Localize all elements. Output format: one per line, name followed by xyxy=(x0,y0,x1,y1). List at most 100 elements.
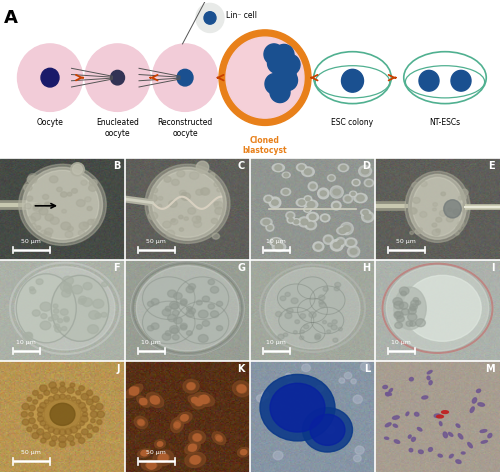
Ellipse shape xyxy=(345,238,357,247)
Circle shape xyxy=(366,181,372,185)
Ellipse shape xyxy=(323,235,334,244)
Ellipse shape xyxy=(26,170,99,239)
Circle shape xyxy=(274,44,294,65)
Circle shape xyxy=(333,243,340,248)
Ellipse shape xyxy=(392,416,400,419)
Circle shape xyxy=(172,219,175,222)
Ellipse shape xyxy=(330,240,344,251)
Circle shape xyxy=(310,184,316,188)
Circle shape xyxy=(97,411,104,418)
Circle shape xyxy=(353,395,362,404)
Ellipse shape xyxy=(450,454,454,458)
Text: M: M xyxy=(486,364,495,374)
Circle shape xyxy=(23,332,32,340)
Circle shape xyxy=(168,201,177,207)
Circle shape xyxy=(177,170,185,177)
Ellipse shape xyxy=(238,447,250,457)
Circle shape xyxy=(147,462,156,469)
Circle shape xyxy=(330,176,334,180)
Circle shape xyxy=(214,182,220,187)
Ellipse shape xyxy=(462,452,465,454)
Circle shape xyxy=(24,184,32,191)
Circle shape xyxy=(72,188,78,193)
Circle shape xyxy=(152,188,158,193)
Circle shape xyxy=(36,226,41,230)
Circle shape xyxy=(343,226,350,232)
Circle shape xyxy=(87,424,92,429)
Ellipse shape xyxy=(352,179,360,186)
Text: 10 μm: 10 μm xyxy=(266,239,286,244)
Ellipse shape xyxy=(428,371,432,374)
Ellipse shape xyxy=(409,448,412,452)
Circle shape xyxy=(326,237,331,242)
Circle shape xyxy=(350,249,357,254)
Circle shape xyxy=(54,309,59,313)
Circle shape xyxy=(332,320,337,324)
Circle shape xyxy=(196,325,202,329)
Circle shape xyxy=(70,426,78,433)
Ellipse shape xyxy=(185,452,206,467)
Circle shape xyxy=(68,192,72,196)
Circle shape xyxy=(354,455,361,462)
Circle shape xyxy=(110,70,124,85)
Circle shape xyxy=(64,318,69,322)
Ellipse shape xyxy=(360,209,370,216)
Circle shape xyxy=(32,400,38,404)
Circle shape xyxy=(168,314,176,321)
Circle shape xyxy=(400,291,406,296)
Circle shape xyxy=(440,211,446,216)
Circle shape xyxy=(165,306,172,311)
Circle shape xyxy=(67,387,74,394)
Ellipse shape xyxy=(191,395,207,409)
Text: Enucleated
oocyte: Enucleated oocyte xyxy=(96,118,139,137)
Ellipse shape xyxy=(308,182,318,191)
Circle shape xyxy=(32,390,38,396)
Circle shape xyxy=(59,441,66,447)
Circle shape xyxy=(453,209,460,214)
Circle shape xyxy=(186,311,194,317)
Ellipse shape xyxy=(386,423,391,427)
Ellipse shape xyxy=(15,267,115,350)
Ellipse shape xyxy=(320,214,330,222)
Circle shape xyxy=(68,226,73,231)
Circle shape xyxy=(264,44,284,65)
Ellipse shape xyxy=(296,199,308,206)
Ellipse shape xyxy=(298,277,328,299)
Circle shape xyxy=(60,282,71,291)
Circle shape xyxy=(278,334,284,339)
Ellipse shape xyxy=(272,243,286,252)
Circle shape xyxy=(53,304,58,308)
Circle shape xyxy=(333,338,338,342)
Ellipse shape xyxy=(304,200,318,210)
Circle shape xyxy=(272,239,280,244)
Circle shape xyxy=(196,399,202,405)
Circle shape xyxy=(172,335,179,340)
Ellipse shape xyxy=(418,450,423,454)
Circle shape xyxy=(310,414,345,446)
Circle shape xyxy=(162,333,171,340)
Circle shape xyxy=(18,44,82,111)
Circle shape xyxy=(50,387,58,394)
Circle shape xyxy=(180,228,184,231)
Ellipse shape xyxy=(190,455,201,464)
Ellipse shape xyxy=(154,440,166,448)
Circle shape xyxy=(88,325,99,334)
Circle shape xyxy=(436,217,442,222)
Circle shape xyxy=(78,299,85,304)
Ellipse shape xyxy=(153,450,174,466)
Circle shape xyxy=(300,313,306,319)
Circle shape xyxy=(44,232,52,238)
Circle shape xyxy=(76,400,81,404)
Circle shape xyxy=(298,165,304,169)
Circle shape xyxy=(270,82,290,102)
Circle shape xyxy=(140,398,147,405)
Circle shape xyxy=(196,216,201,220)
Circle shape xyxy=(22,419,29,425)
Circle shape xyxy=(276,312,282,317)
Circle shape xyxy=(142,450,148,456)
Circle shape xyxy=(458,221,464,227)
Circle shape xyxy=(28,174,37,181)
Circle shape xyxy=(165,330,172,336)
Text: 50 μm: 50 μm xyxy=(396,239,416,244)
Circle shape xyxy=(82,429,88,435)
